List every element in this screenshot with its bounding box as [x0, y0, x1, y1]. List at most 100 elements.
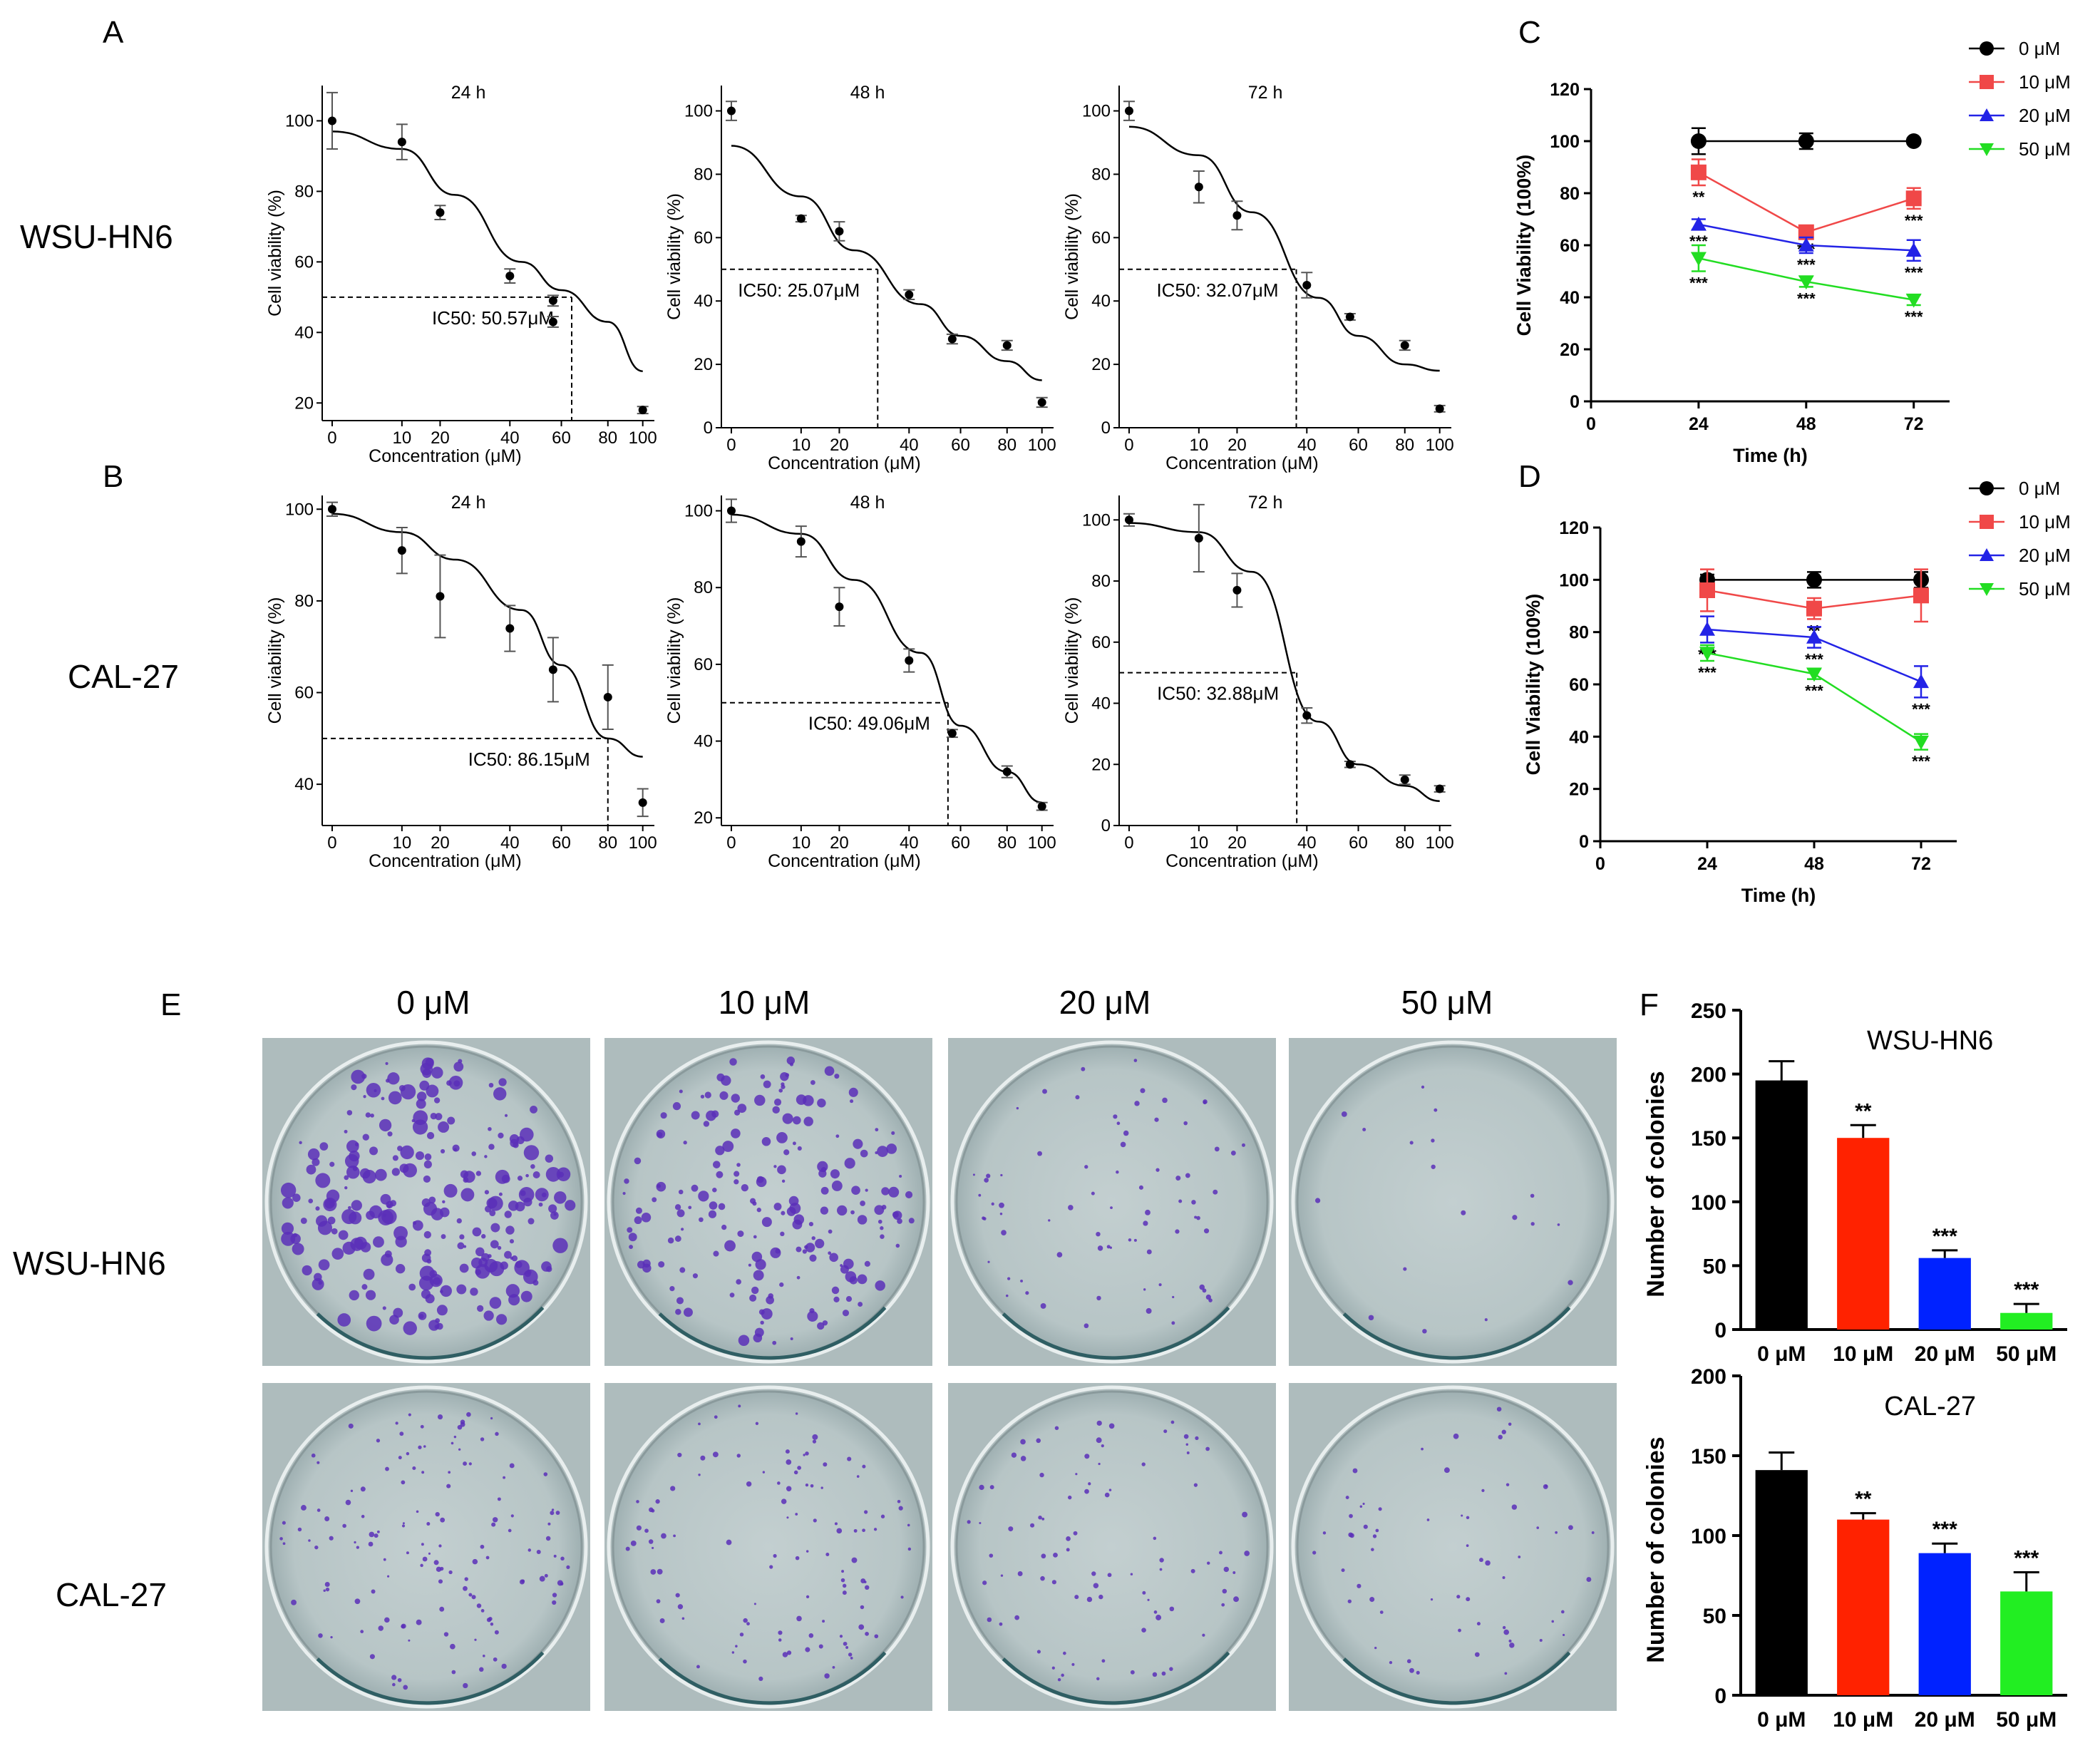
colony [509, 1463, 515, 1469]
colony [756, 1176, 764, 1183]
marker-triangle-up [1798, 237, 1814, 252]
colony [899, 1174, 902, 1178]
y-tick-label: 80 [294, 182, 314, 201]
legend-item-3: 50 μM [1969, 138, 2071, 160]
colony [808, 1222, 814, 1227]
colony [560, 1582, 564, 1586]
colony [660, 1112, 667, 1119]
colony [880, 1234, 885, 1239]
colony [1040, 1302, 1046, 1309]
colony [982, 1217, 987, 1220]
x-tick-label: 0 μM [1757, 1342, 1806, 1366]
colony [907, 1523, 910, 1527]
x-tick-label: 40 [900, 436, 919, 455]
y-axis-title: Cell viability (%) [664, 597, 684, 724]
colony [412, 1466, 416, 1471]
colony [796, 1094, 807, 1105]
y-tick-label: 40 [694, 292, 713, 311]
colony [1555, 1531, 1558, 1534]
colony [789, 1062, 793, 1066]
colony [624, 1178, 629, 1184]
colony [1341, 1111, 1347, 1117]
colony [1075, 1095, 1080, 1100]
colony [418, 1445, 422, 1449]
colony [853, 1138, 863, 1149]
colony [472, 1227, 482, 1237]
colony [1048, 1219, 1051, 1222]
colony [341, 1208, 357, 1225]
colony [897, 1499, 901, 1503]
colony [392, 1155, 398, 1161]
colony [352, 1166, 358, 1171]
legend-item-2: 20 μM [1969, 545, 2071, 566]
colony [842, 1590, 847, 1595]
colony [447, 1116, 455, 1125]
colony [479, 1667, 484, 1672]
x-tick-label: 72 [1911, 854, 1931, 874]
colony [1474, 1652, 1480, 1657]
colony [403, 1163, 417, 1178]
colony [716, 1073, 725, 1081]
y-tick-label: 0 [1101, 816, 1111, 836]
colony [656, 1599, 661, 1604]
colony [777, 1481, 781, 1485]
dish-shadow-edge [1002, 1306, 1230, 1360]
data-point [905, 290, 914, 299]
dose-header-0: 0 μM [396, 984, 470, 1021]
colony [898, 1506, 903, 1511]
colony [421, 1198, 431, 1208]
colony [1443, 1467, 1450, 1474]
y-tick-label: 60 [1569, 675, 1589, 695]
x-tick-label: 50 μM [1996, 1342, 2057, 1366]
colony [1193, 1483, 1198, 1487]
y-tick-label: 0 [704, 418, 713, 438]
colony [810, 1484, 814, 1488]
y-tick-label: 250 [1691, 999, 1726, 1023]
colony [416, 1091, 427, 1101]
colony [817, 1099, 826, 1108]
significance-label: *** [1797, 256, 1816, 274]
colony [484, 1190, 490, 1195]
colony [815, 1238, 825, 1249]
y-tick-label: 0 [1579, 832, 1589, 852]
data-point [1002, 341, 1012, 350]
colony [739, 1633, 744, 1637]
x-tick-label: 80 [598, 428, 617, 448]
data-point [947, 729, 957, 738]
dish-well [955, 1045, 1269, 1359]
colony [803, 1116, 813, 1126]
colony [1185, 1443, 1189, 1446]
colony [1202, 1288, 1207, 1293]
colony [282, 1542, 286, 1546]
colony [386, 1203, 391, 1208]
colony [1107, 1573, 1112, 1578]
colony [1409, 1667, 1414, 1673]
panel-letter-f: F [1640, 987, 1659, 1022]
y-tick-label: 0 [1101, 418, 1111, 438]
colony [1501, 1429, 1506, 1434]
marker-triangle-up [1690, 216, 1707, 231]
colony [406, 1451, 410, 1456]
colony [401, 1524, 406, 1528]
plot-title: 72 h [1248, 83, 1283, 103]
marker-triangle-up [1806, 629, 1822, 644]
colony [324, 1581, 330, 1587]
colony [1161, 1671, 1166, 1676]
colony [342, 1241, 356, 1255]
colony [460, 1188, 475, 1202]
marker-triangle-down [1798, 275, 1814, 290]
colony [755, 1421, 759, 1425]
colony [472, 1558, 478, 1565]
colony [440, 1148, 446, 1153]
colony [679, 1089, 683, 1094]
colony [496, 1314, 508, 1325]
colony [398, 1456, 402, 1460]
colony [428, 1196, 436, 1204]
colony [1154, 1117, 1159, 1122]
colony [1158, 1283, 1162, 1287]
marker-square [1913, 587, 1929, 604]
colony [659, 1618, 665, 1623]
colony [729, 1292, 735, 1297]
x-tick-label: 20 [431, 428, 450, 448]
colony [753, 1235, 757, 1239]
